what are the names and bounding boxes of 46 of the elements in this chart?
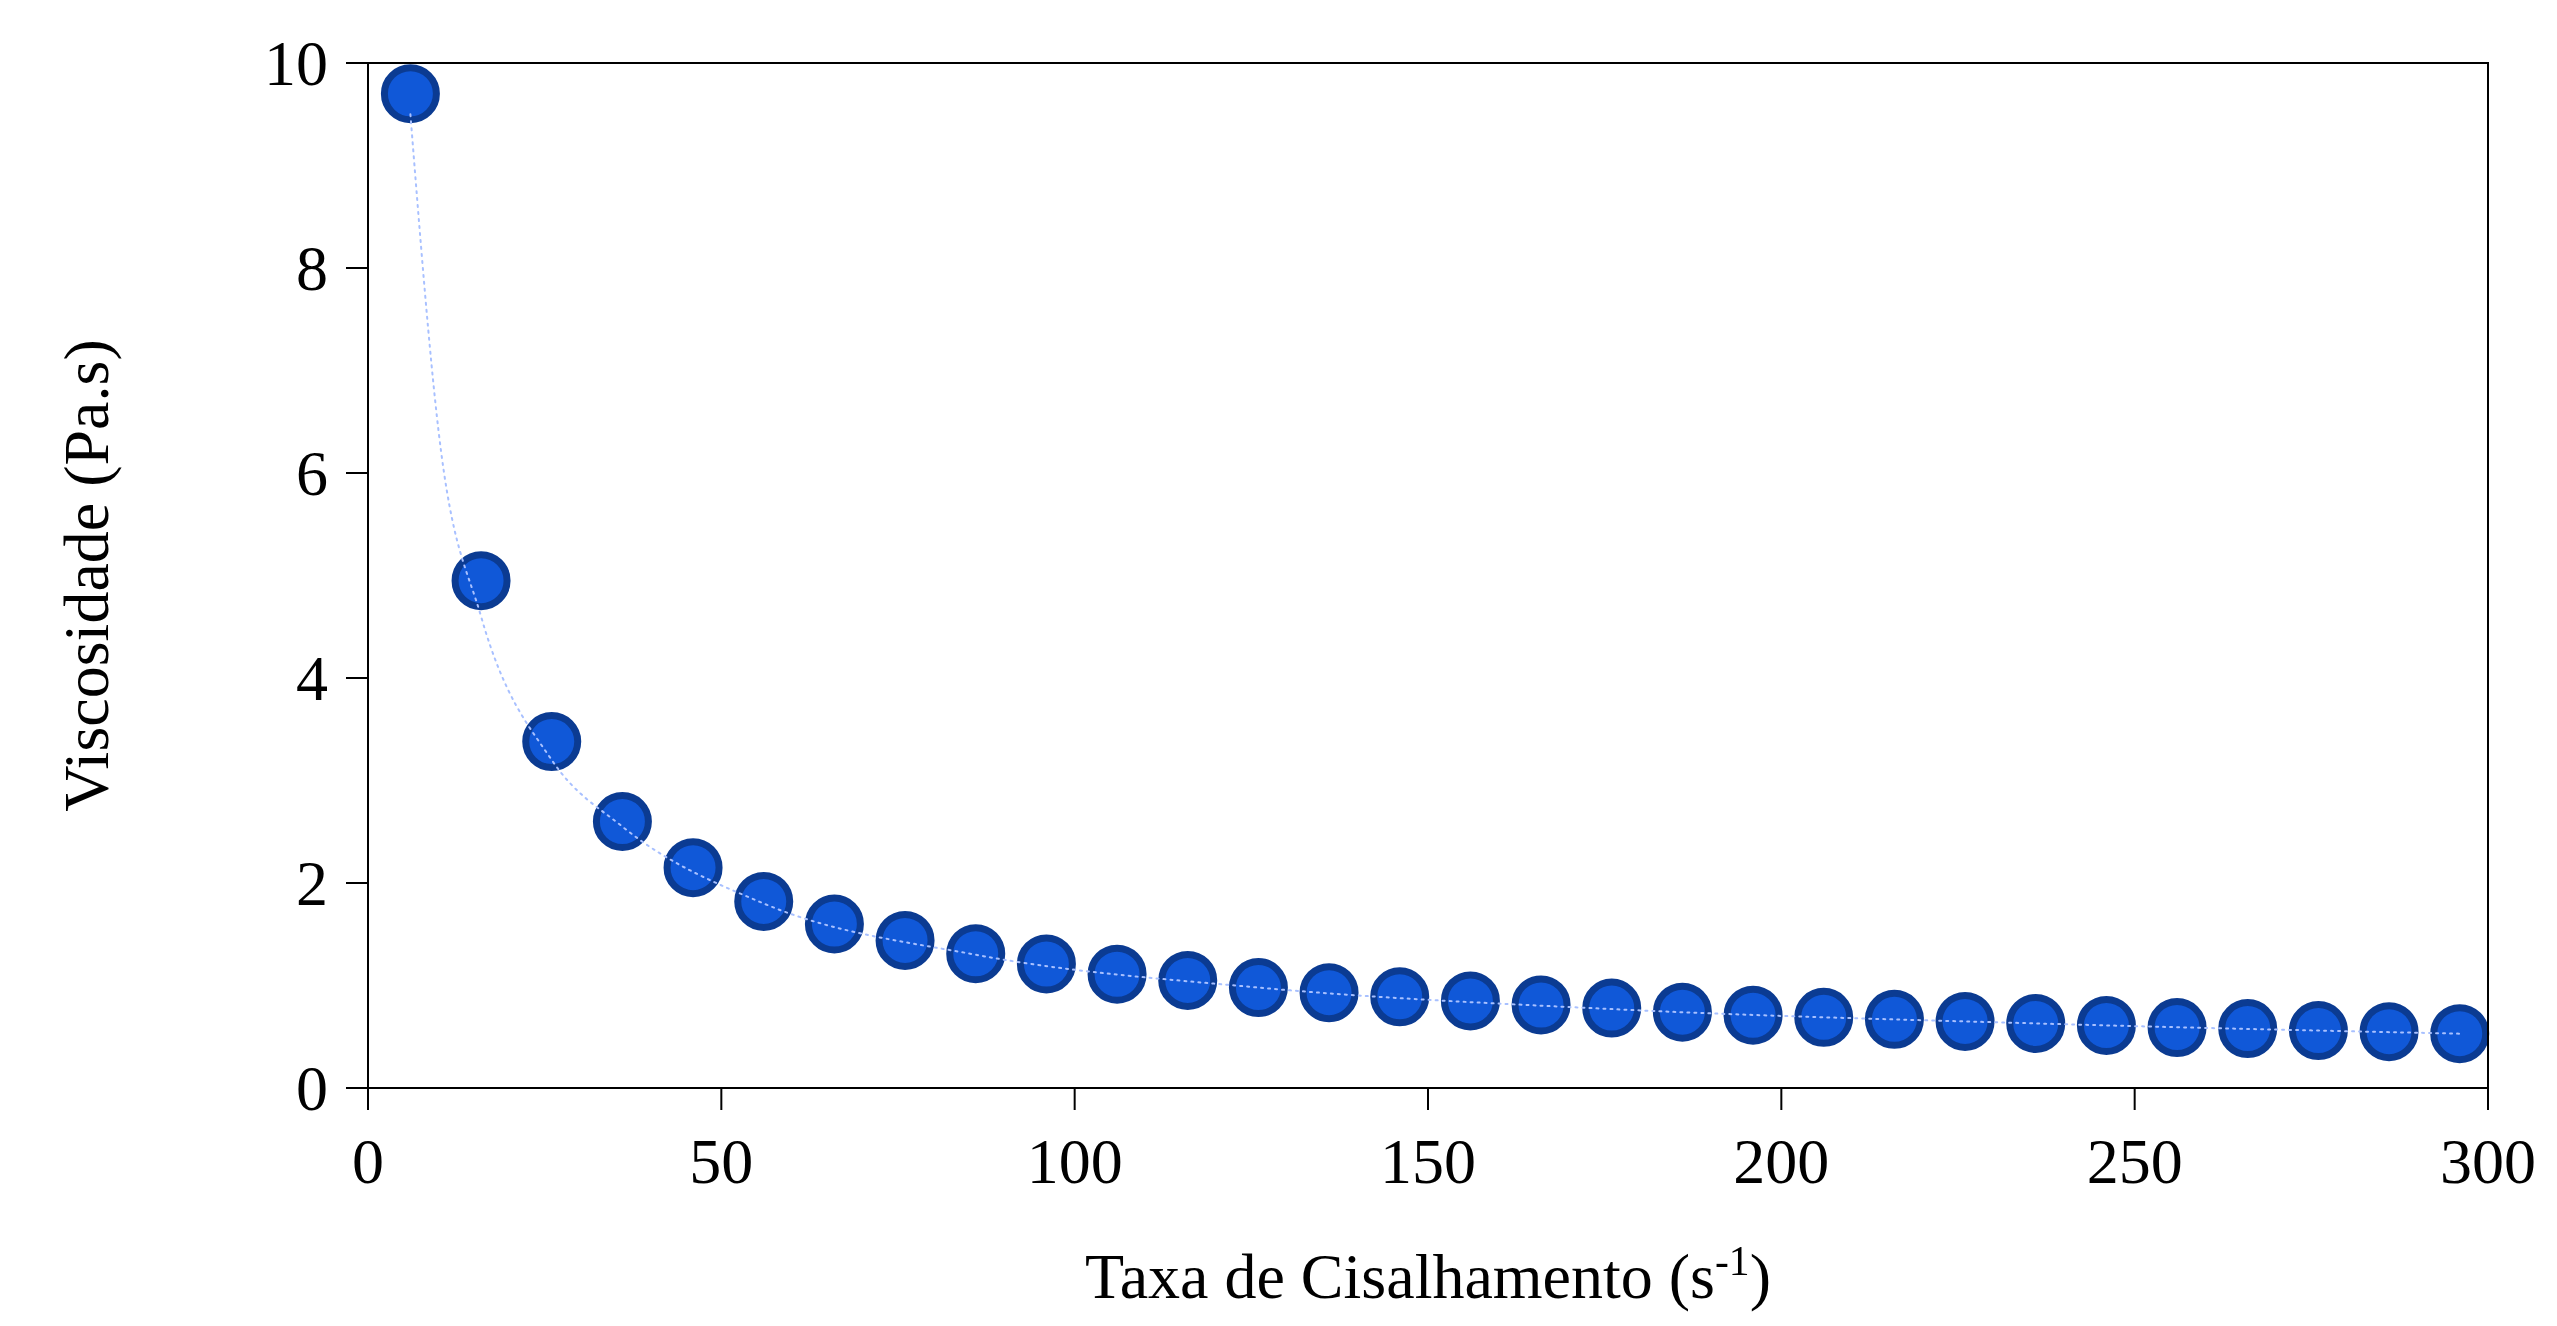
x-tick-label: 250 <box>2086 1126 2183 1197</box>
point <box>2288 1001 2348 1061</box>
point <box>1087 944 1147 1004</box>
point <box>1794 987 1854 1047</box>
x-tick-label: 200 <box>1733 1126 1830 1197</box>
x-axis-title: Taxa de Cisalhamento (s$^{-1}$) <box>1085 1238 1771 1312</box>
point <box>1299 963 1359 1023</box>
point <box>2006 993 2066 1053</box>
point <box>2147 998 2207 1058</box>
y-tick-label: 8 <box>296 233 328 305</box>
point <box>1582 978 1642 1038</box>
point <box>2359 1002 2419 1062</box>
point <box>1228 958 1288 1018</box>
y-tick-label: 0 <box>296 1053 328 1125</box>
x-tick-label: 50 <box>689 1126 754 1197</box>
line-series <box>409 113 2461 1035</box>
point <box>1935 991 1995 1051</box>
point <box>1511 975 1571 1035</box>
y-axis-title: Viscosidade (Pa.s) <box>51 339 122 812</box>
x-tick-label: 300 <box>2440 1126 2536 1197</box>
y-tick-label: 10 <box>264 28 328 100</box>
point <box>1440 971 1500 1031</box>
point <box>804 894 864 954</box>
point <box>592 792 652 851</box>
point <box>875 910 935 970</box>
point <box>1370 967 1430 1027</box>
point <box>522 712 582 772</box>
point <box>1652 982 1712 1042</box>
point <box>663 838 723 898</box>
point <box>946 924 1006 984</box>
point <box>1864 989 1924 1049</box>
point <box>1158 950 1218 1010</box>
y-tick-label: 4 <box>296 643 328 715</box>
x-tick-label: 0 <box>352 1126 384 1197</box>
point <box>2218 999 2278 1059</box>
x-tick-label: 100 <box>1026 1126 1123 1197</box>
point <box>734 871 794 931</box>
point <box>2430 1004 2490 1064</box>
point <box>380 64 440 124</box>
x-tick-label: 150 <box>1380 1126 1476 1197</box>
point <box>1723 985 1783 1045</box>
point <box>451 551 511 611</box>
y-tick-label: 2 <box>296 848 328 920</box>
y-tick-label: 6 <box>296 438 328 510</box>
point <box>1016 934 1076 994</box>
point <box>2076 995 2136 1055</box>
